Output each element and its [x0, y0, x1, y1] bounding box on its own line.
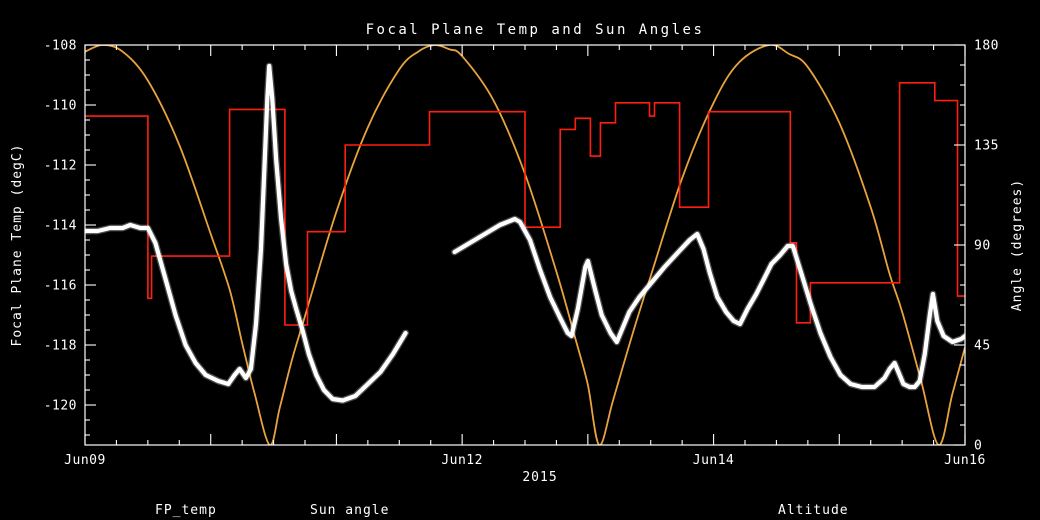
left-tick-label: -116 [44, 279, 77, 294]
series-layer [85, 45, 965, 445]
x-tick-label: Jun09 [64, 453, 106, 468]
x-tick-label: Jun12 [441, 453, 483, 468]
legend-altitude: Altitude [778, 503, 849, 518]
right-tick-label: 135 [974, 139, 999, 154]
left-tick-label: -110 [44, 99, 77, 114]
left-tick-label: -120 [44, 399, 77, 414]
left-tick-label: -118 [44, 339, 77, 354]
tick-label-layer: -120 -118 -116 -114 -112 -110 -108 0 45 90 135 180 J… [44, 39, 999, 469]
series-sun-angle [85, 82, 965, 326]
right-axis-title: Angle (degrees) [1010, 179, 1025, 311]
right-tick-label: 180 [974, 39, 999, 54]
series-fp-temp [452, 216, 965, 390]
x-tick-label: Jun14 [693, 453, 735, 468]
left-tick-label: -112 [44, 159, 77, 174]
chart-title: Focal Plane Temp and Sun Angles [366, 22, 705, 38]
left-tick-label: -114 [44, 219, 77, 234]
series-altitude [85, 45, 965, 445]
right-tick-label: 45 [974, 339, 991, 354]
x-axis-year-label: 2015 [522, 470, 557, 485]
legend-sun-angle: Sun angle [310, 503, 389, 518]
left-tick-label: -108 [44, 39, 77, 54]
x-tick-label: Jun16 [944, 453, 986, 468]
series-fp-temp [85, 63, 408, 403]
legend-fp-temp: FP_temp [155, 503, 217, 518]
left-axis-title: Focal Plane Temp (degC) [10, 143, 25, 346]
right-tick-label: 0 [974, 439, 982, 454]
axes-layer [84, 44, 966, 446]
right-tick-label: 90 [974, 239, 991, 254]
plot-frame [84, 44, 966, 446]
